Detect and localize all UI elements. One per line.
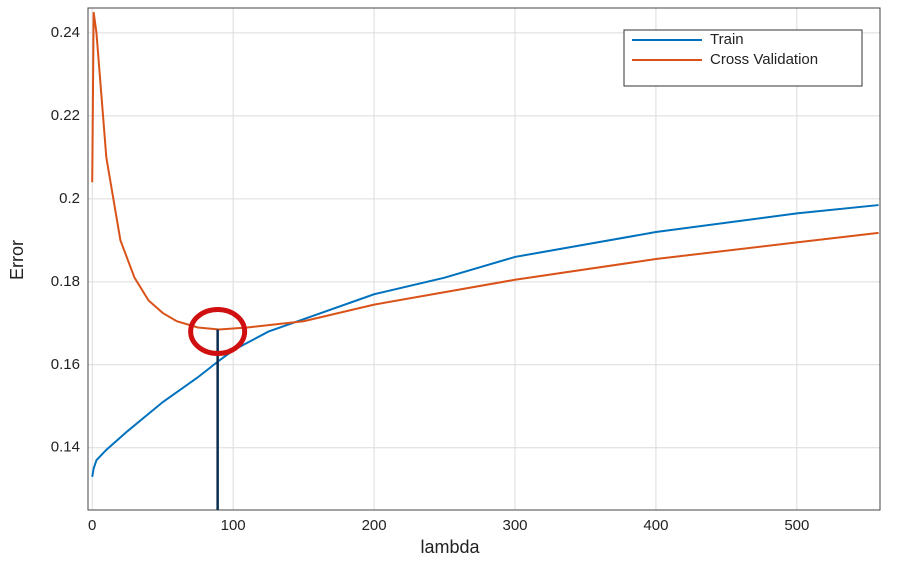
series-line: [91, 12, 879, 331]
x-tick-label: 300: [502, 517, 527, 534]
legend-label: Cross Validation: [710, 51, 818, 68]
legend-label: Train: [710, 31, 744, 48]
x-tick-label: 200: [362, 517, 387, 534]
y-tick-label: 0.22: [51, 107, 80, 124]
y-axis-label: Error: [7, 240, 27, 280]
x-tick-label: 400: [643, 517, 668, 534]
y-tick-label: 0.2: [59, 190, 80, 207]
x-tick-label: 500: [784, 517, 809, 534]
y-tick-label: 0.18: [51, 273, 80, 290]
x-tick-label: 0: [88, 517, 96, 534]
x-axis-label: lambda: [420, 537, 480, 557]
y-tick-label: 0.14: [51, 439, 80, 456]
x-tick-label: 100: [221, 517, 246, 534]
y-tick-label: 0.24: [51, 24, 80, 41]
y-tick-label: 0.16: [51, 356, 80, 373]
highlight-circle: [188, 307, 248, 357]
plot-frame: [87, 7, 881, 511]
